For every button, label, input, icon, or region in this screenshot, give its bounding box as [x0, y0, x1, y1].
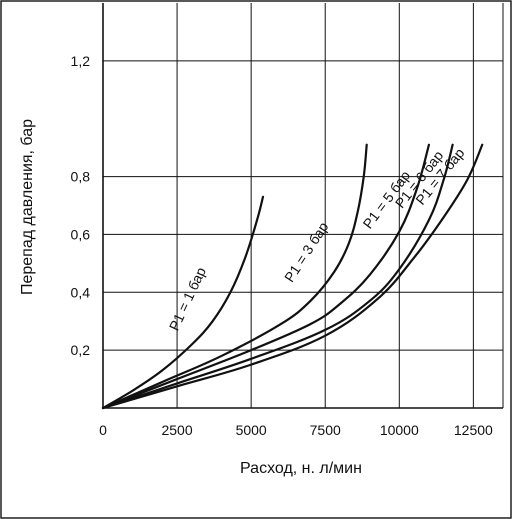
axes	[102, 3, 503, 409]
series-line-2	[101, 143, 368, 410]
y-tick-label-4: 1,2	[71, 53, 91, 69]
y-tick-label-3: 0,8	[71, 169, 91, 185]
y-tick-label-2: 0,6	[71, 226, 91, 242]
x-tick-label-5: 12500	[454, 422, 493, 438]
x-tick-label-2: 5000	[236, 422, 267, 438]
series-lines	[101, 143, 484, 410]
tick-labels: 0 2500 5000 7500 10000 12500 0,2 0,4 0,6 0,8 1,2	[71, 53, 494, 438]
y-tick-label-0: 0,2	[71, 342, 91, 358]
x-tick-label-1: 2500	[161, 422, 192, 438]
series-line-3	[101, 143, 431, 410]
series-line-4	[101, 143, 454, 410]
y-tick-label-1: 0,4	[71, 284, 91, 300]
series-line-1	[101, 195, 265, 410]
grid	[103, 3, 504, 408]
y-axis-title: Перепад давления, бар	[19, 119, 36, 295]
series-line-5	[101, 143, 484, 410]
x-tick-label-3: 7500	[310, 422, 341, 438]
x-axis-title: Расход, н. л/мин	[240, 460, 362, 477]
x-tick-label-4: 10000	[380, 422, 419, 438]
x-tick-label-0: 0	[99, 422, 107, 438]
